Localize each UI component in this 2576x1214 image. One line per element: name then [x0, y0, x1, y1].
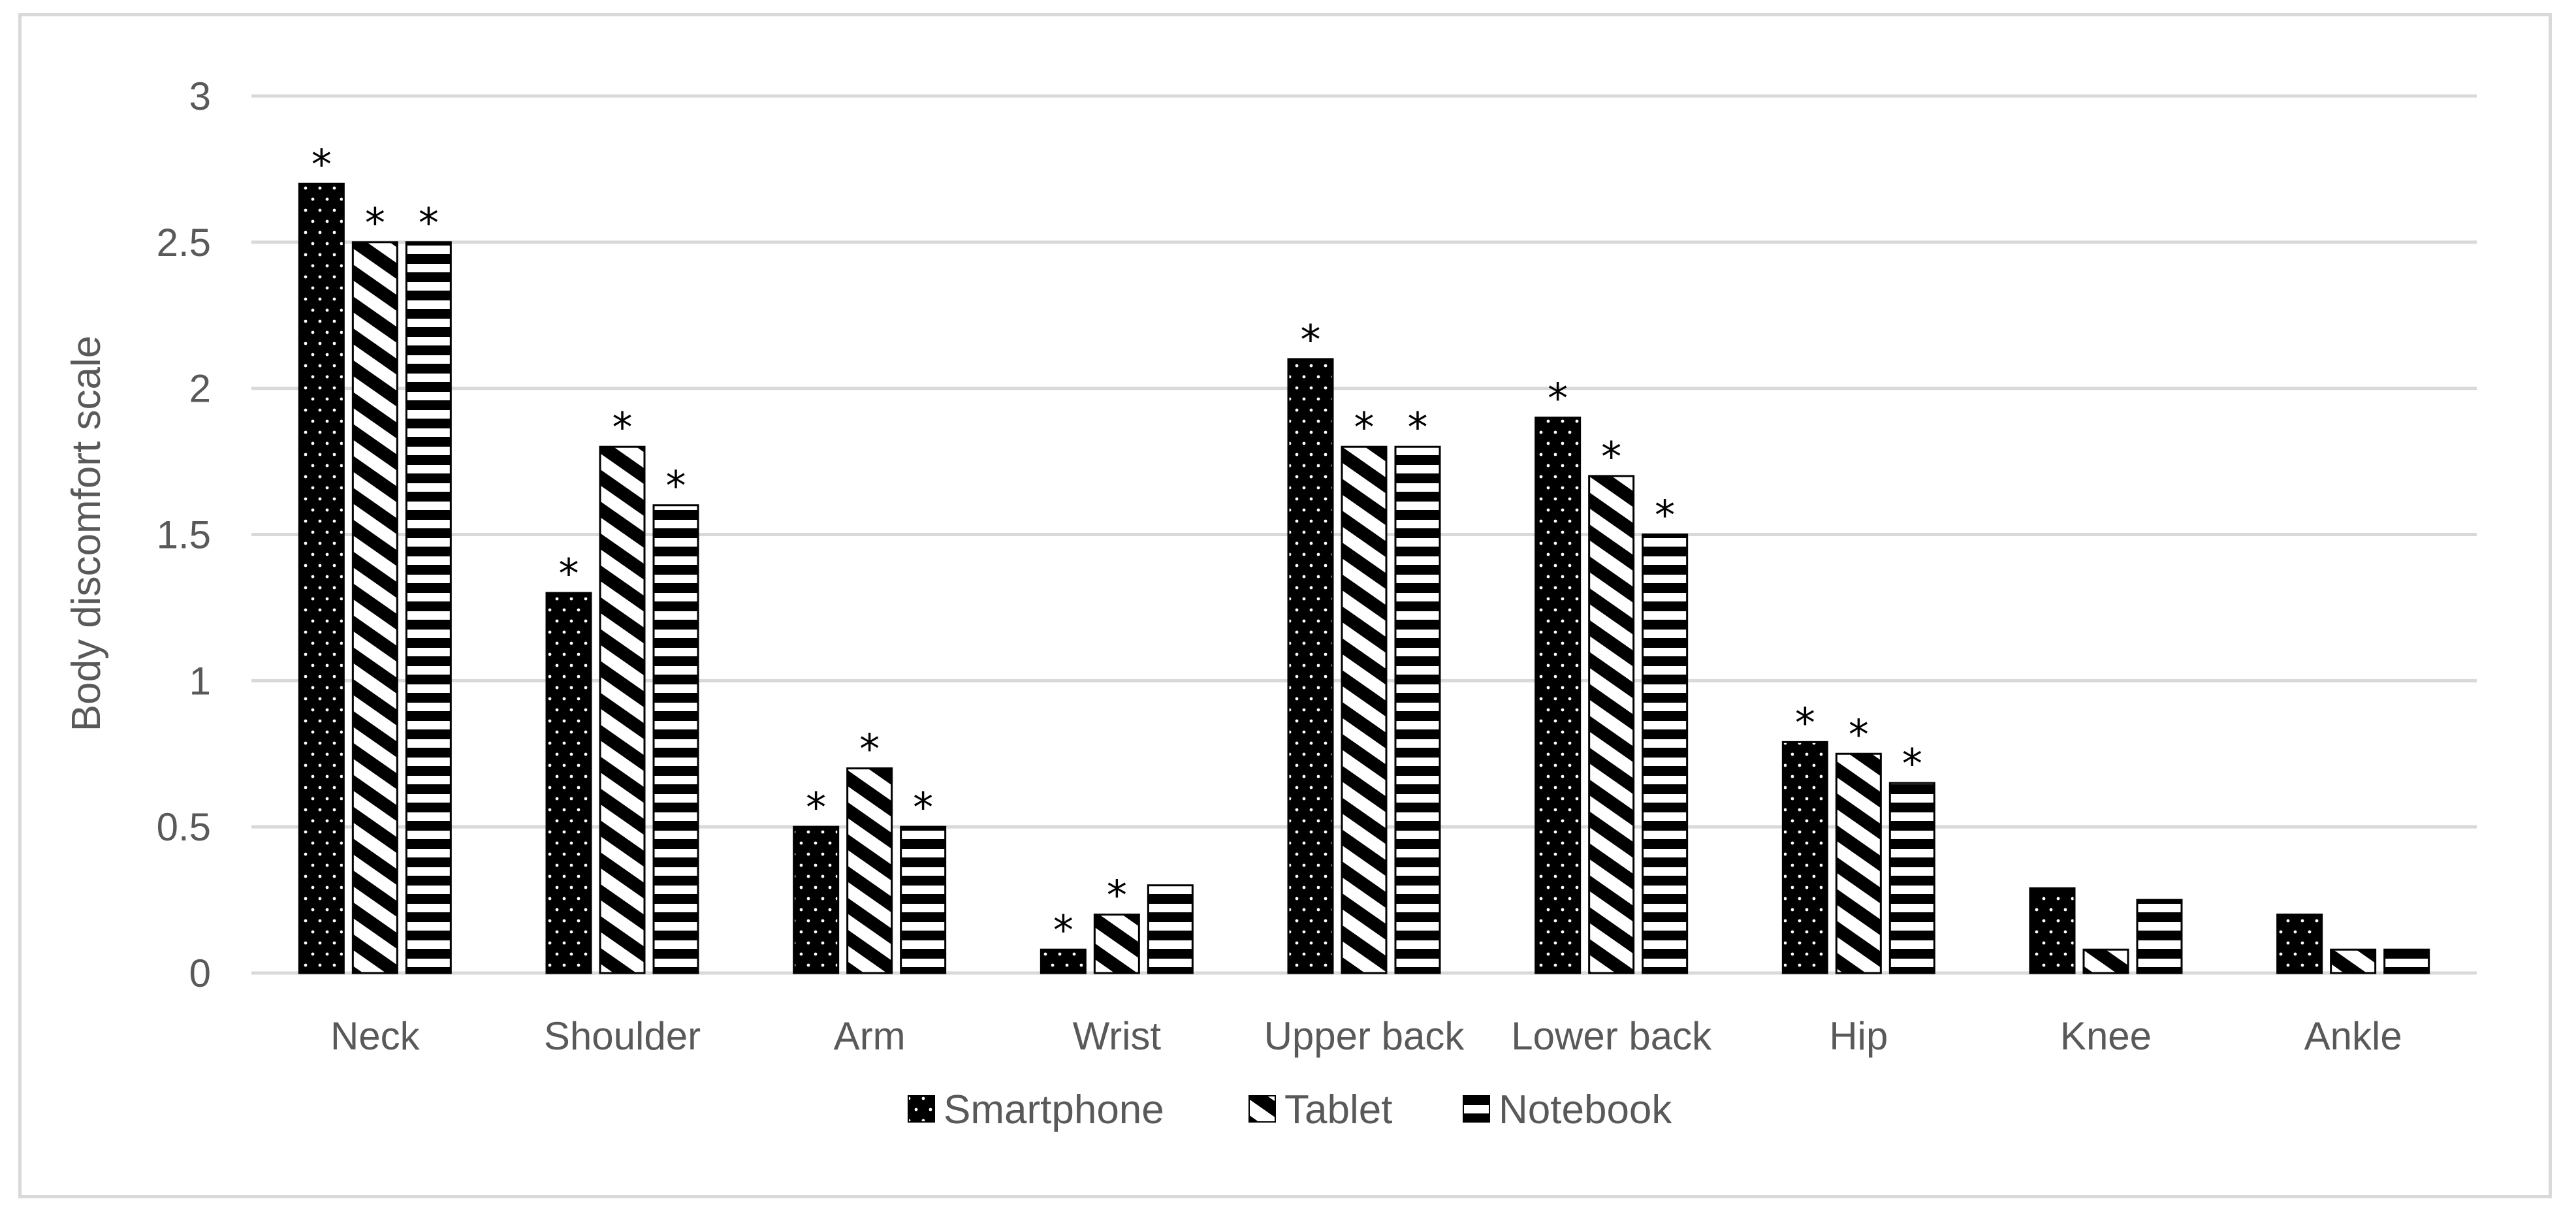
legend-label-notebook: Notebook	[1499, 1087, 1672, 1132]
significance-star: *	[1902, 740, 1922, 788]
significance-star: *	[1301, 316, 1321, 364]
bars	[298, 182, 2430, 974]
y-axis-title: Body discomfort scale	[64, 336, 109, 731]
bar-notebook-knee	[2136, 899, 2183, 974]
bar-notebook-ankle	[2383, 948, 2430, 974]
bar-smartphone-upper-back	[1287, 358, 1334, 974]
y-tick-label: 0	[189, 951, 211, 995]
y-tick-label: 1	[189, 659, 211, 703]
bar-smartphone-shoulder	[545, 592, 592, 974]
bar-notebook-arm	[900, 825, 947, 974]
bar-tablet-knee	[2082, 948, 2129, 974]
bar-notebook-wrist	[1147, 884, 1194, 974]
significance-star: *	[419, 199, 439, 247]
bar-smartphone-wrist	[1040, 948, 1087, 974]
bar-notebook-shoulder	[652, 504, 699, 974]
x-tick-label: Neck	[330, 1014, 421, 1058]
legend-swatch-smartphone	[908, 1095, 935, 1123]
bar-tablet-shoulder	[599, 445, 646, 974]
bar-notebook-upper-back	[1394, 445, 1441, 974]
significance-star: *	[1849, 711, 1869, 758]
significance-star: *	[1601, 433, 1621, 481]
bar-tablet-wrist	[1093, 913, 1140, 974]
legend-label-tablet: Tablet	[1284, 1087, 1392, 1132]
bar-notebook-hip	[1888, 782, 1935, 974]
significance-markers: * * * * * * * * * * * * * * * * * * * *	[311, 140, 1922, 954]
y-tick-label: 1.5	[157, 513, 211, 557]
x-tick-label: Shoulder	[544, 1014, 701, 1058]
bar-notebook-lower-back	[1642, 534, 1689, 974]
bar-tablet-lower-back	[1588, 475, 1635, 974]
significance-star: *	[1053, 906, 1073, 954]
y-tick-label: 3	[189, 74, 211, 118]
y-tick-label: 2.5	[157, 221, 211, 264]
significance-star: *	[1548, 374, 1568, 422]
legend-swatch-notebook	[1463, 1095, 1490, 1123]
bar-smartphone-hip	[1781, 741, 1828, 974]
bar-tablet-upper-back	[1341, 445, 1388, 974]
bar-chart: Body discomfort scale 00.511.522.53 ** **…	[64, 74, 2477, 1132]
significance-star: *	[311, 140, 332, 188]
bar-tablet-arm	[846, 767, 893, 974]
significance-star: *	[913, 784, 933, 831]
significance-star: *	[806, 784, 826, 831]
bar-smartphone-ankle	[2276, 913, 2323, 974]
x-tick-label: Ankle	[2304, 1014, 2402, 1058]
legend: Smartphone Tablet Notebook	[908, 1087, 1672, 1132]
x-tick-label: Knee	[2060, 1014, 2152, 1058]
x-axis-ticks: Neck Shoulder Arm Wrist Upper back Lower back…	[330, 1014, 2402, 1058]
chart-frame: Body discomfort scale 0 0.5 1 1.5 2 2.5 3 * * * *…	[18, 13, 2552, 1198]
significance-star: *	[612, 404, 633, 451]
x-tick-label: Arm	[834, 1014, 906, 1058]
significance-star: *	[365, 199, 385, 247]
bar-tablet-ankle	[2330, 948, 2377, 974]
legend-swatch-tablet	[1248, 1095, 1276, 1123]
legend-label-smartphone: Smartphone	[944, 1087, 1164, 1132]
x-tick-label: Lower back	[1511, 1014, 1712, 1058]
bar-smartphone-arm	[793, 825, 840, 974]
significance-star: *	[1655, 492, 1675, 539]
significance-star: *	[1408, 404, 1428, 451]
x-tick-label: Upper back	[1264, 1014, 1465, 1058]
bar-smartphone-lower-back	[1534, 416, 1582, 974]
x-tick-label: Hip	[1829, 1014, 1888, 1058]
bar-smartphone-neck	[298, 182, 345, 974]
bar-smartphone-knee	[2029, 887, 2076, 974]
significance-star: *	[1354, 404, 1375, 451]
significance-star: *	[1795, 699, 1815, 746]
bar-notebook-neck	[405, 241, 452, 974]
significance-star: *	[859, 726, 880, 773]
significance-star: *	[559, 550, 579, 598]
bar-tablet-hip	[1835, 752, 1882, 974]
significance-star: *	[1107, 871, 1127, 919]
y-axis-ticks: 0 0.5 1 1.5 2 2.5 3	[157, 74, 211, 995]
significance-star: *	[666, 462, 686, 510]
x-tick-label: Wrist	[1073, 1014, 1162, 1058]
y-tick-label: 2	[189, 367, 211, 411]
bar-tablet-neck	[351, 241, 398, 974]
y-tick-label: 0.5	[157, 805, 211, 849]
